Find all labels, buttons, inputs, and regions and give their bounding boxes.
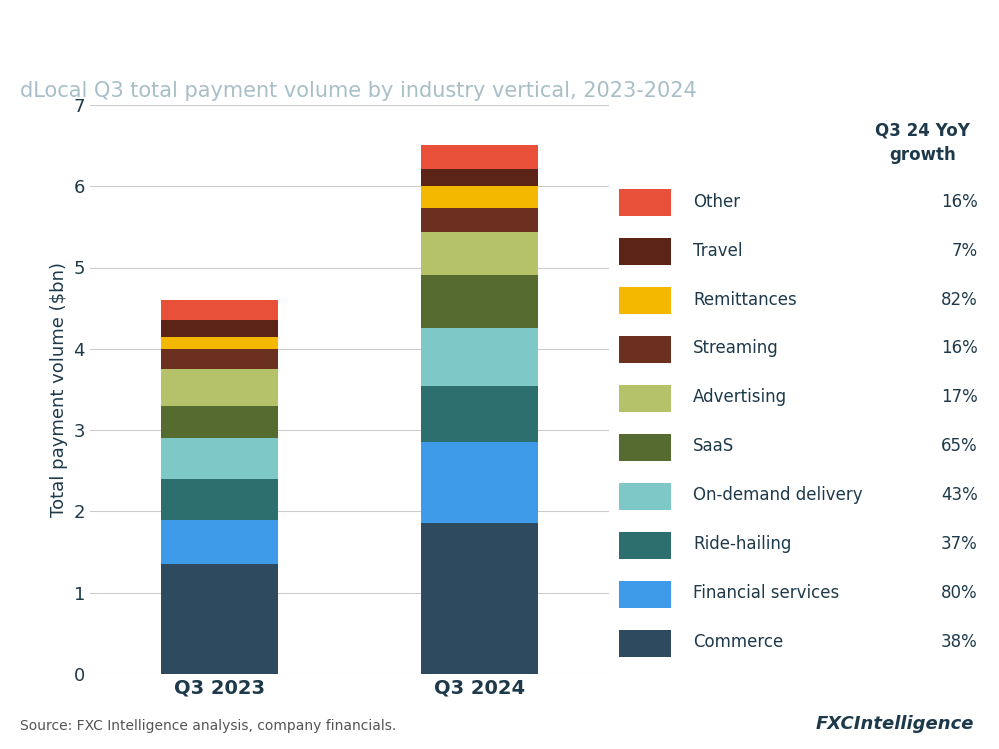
FancyBboxPatch shape bbox=[619, 238, 671, 265]
Bar bbox=[422, 442, 537, 523]
Text: Remittances: Remittances bbox=[693, 291, 797, 309]
Text: Travel: Travel bbox=[693, 242, 743, 260]
Text: dLocal Q3 total payment volume by industry vertical, 2023-2024: dLocal Q3 total payment volume by indust… bbox=[20, 81, 696, 100]
FancyBboxPatch shape bbox=[619, 483, 671, 510]
Bar bbox=[162, 369, 278, 406]
Text: FXCIntelligence: FXCIntelligence bbox=[815, 715, 974, 733]
Bar bbox=[162, 564, 278, 674]
Bar bbox=[162, 438, 278, 479]
Bar bbox=[162, 406, 278, 438]
Text: 16%: 16% bbox=[941, 192, 978, 210]
Text: 65%: 65% bbox=[941, 437, 978, 455]
Bar bbox=[422, 145, 537, 169]
FancyBboxPatch shape bbox=[619, 434, 671, 461]
Y-axis label: Total payment volume ($bn): Total payment volume ($bn) bbox=[50, 262, 68, 517]
Bar bbox=[162, 321, 278, 336]
FancyBboxPatch shape bbox=[619, 189, 671, 216]
Bar bbox=[162, 349, 278, 369]
Bar bbox=[422, 275, 537, 328]
Bar bbox=[422, 208, 537, 231]
Text: 82%: 82% bbox=[941, 291, 978, 309]
Bar bbox=[162, 520, 278, 564]
Text: 16%: 16% bbox=[941, 339, 978, 357]
Text: Ride-hailing: Ride-hailing bbox=[693, 536, 791, 554]
Bar bbox=[422, 386, 537, 442]
Text: 80%: 80% bbox=[941, 584, 978, 602]
Text: 17%: 17% bbox=[941, 389, 978, 407]
Bar bbox=[422, 328, 537, 386]
Text: dLocal sees significant remittances growth in Q3 2024: dLocal sees significant remittances grow… bbox=[20, 24, 956, 53]
Text: On-demand delivery: On-demand delivery bbox=[693, 486, 863, 504]
Bar bbox=[422, 231, 537, 275]
Text: Commerce: Commerce bbox=[693, 633, 783, 651]
Text: Financial services: Financial services bbox=[693, 584, 839, 602]
Text: Source: FXC Intelligence analysis, company financials.: Source: FXC Intelligence analysis, compa… bbox=[20, 718, 397, 733]
FancyBboxPatch shape bbox=[619, 532, 671, 559]
FancyBboxPatch shape bbox=[619, 287, 671, 315]
Text: SaaS: SaaS bbox=[693, 437, 734, 455]
Text: Advertising: Advertising bbox=[693, 389, 787, 407]
Bar bbox=[422, 169, 537, 186]
Text: Streaming: Streaming bbox=[693, 339, 779, 357]
FancyBboxPatch shape bbox=[619, 630, 671, 657]
Text: 37%: 37% bbox=[941, 536, 978, 554]
Text: 38%: 38% bbox=[941, 633, 978, 651]
Bar bbox=[422, 523, 537, 674]
Text: Q3 24 YoY
growth: Q3 24 YoY growth bbox=[875, 122, 970, 163]
Text: 7%: 7% bbox=[952, 242, 978, 260]
FancyBboxPatch shape bbox=[619, 385, 671, 412]
Bar bbox=[162, 336, 278, 349]
FancyBboxPatch shape bbox=[619, 580, 671, 608]
Bar bbox=[162, 479, 278, 520]
Text: Other: Other bbox=[693, 192, 740, 210]
FancyBboxPatch shape bbox=[619, 336, 671, 363]
Bar bbox=[422, 186, 537, 208]
Text: 43%: 43% bbox=[941, 486, 978, 504]
Bar bbox=[162, 300, 278, 321]
